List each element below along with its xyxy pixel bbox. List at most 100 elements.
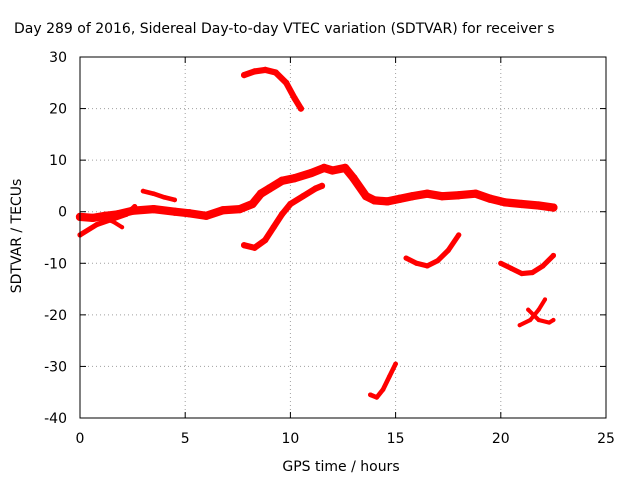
data-point	[241, 72, 248, 79]
data-point	[340, 163, 350, 173]
data-point	[370, 196, 379, 205]
data-point	[111, 219, 116, 225]
data-point	[486, 194, 495, 203]
data-point	[408, 192, 417, 201]
data-point	[185, 209, 194, 218]
data-point	[241, 242, 248, 249]
data-point	[550, 252, 556, 259]
y-tick-label: -30	[44, 359, 67, 375]
data-point	[290, 174, 299, 183]
data-point	[435, 258, 441, 264]
data-point	[383, 197, 392, 206]
data-series	[75, 66, 558, 400]
y-tick-label: -40	[44, 411, 67, 427]
data-point	[498, 260, 504, 266]
data-point	[508, 265, 514, 271]
data-point	[471, 189, 480, 198]
y-tick-label: -20	[44, 308, 67, 324]
data-point	[251, 244, 258, 251]
x-tick-label: 15	[387, 431, 405, 447]
data-point	[132, 204, 138, 210]
data-point	[98, 214, 104, 219]
data-point	[526, 307, 531, 312]
data-point	[414, 260, 420, 266]
series-cross-b	[526, 307, 556, 325]
data-point	[519, 271, 525, 277]
y-tick-label: 30	[49, 50, 67, 66]
data-point	[262, 237, 269, 244]
y-tick-label: 20	[49, 102, 67, 118]
grid-lines	[80, 57, 606, 418]
data-point	[393, 361, 398, 367]
data-point	[540, 263, 546, 269]
data-point	[528, 317, 533, 323]
data-point	[319, 163, 329, 173]
x-tick-label: 0	[76, 431, 85, 447]
plot-frame	[79, 56, 607, 419]
data-point	[551, 317, 556, 323]
data-point	[202, 211, 211, 220]
data-point	[328, 166, 337, 175]
data-point	[547, 320, 552, 325]
x-tick-label: 20	[492, 431, 510, 447]
data-point	[235, 204, 245, 214]
data-point	[265, 184, 274, 193]
data-point	[380, 387, 386, 392]
axis-ticks: 0 5 10 15 20 25 -40 -30 -20 -10 0 10 20 30	[44, 50, 615, 447]
series-small-dip	[86, 214, 125, 230]
data-point	[272, 69, 279, 76]
data-point	[445, 247, 451, 253]
data-point	[423, 189, 432, 198]
data-point	[318, 182, 326, 189]
x-tick-label: 25	[597, 431, 615, 447]
data-point	[291, 95, 298, 102]
data-point	[403, 255, 409, 261]
x-tick-label: 5	[181, 431, 190, 447]
x-axis-label: GPS time / hours	[282, 459, 399, 475]
y-tick-label: -10	[44, 256, 67, 272]
series-upper-arc	[241, 66, 304, 112]
data-point	[149, 204, 158, 214]
data-point	[395, 194, 404, 203]
data-point	[529, 270, 535, 276]
data-point	[262, 66, 269, 73]
data-point	[299, 193, 307, 200]
data-point	[297, 105, 304, 112]
series-hump-3	[140, 188, 178, 203]
data-point	[534, 201, 543, 210]
data-point	[349, 174, 358, 183]
data-point	[437, 192, 447, 201]
data-point	[151, 191, 156, 197]
data-point	[536, 307, 541, 312]
chart-title: Day 289 of 2016, Sidereal Day-to-day VTE…	[14, 21, 555, 37]
data-point	[248, 199, 257, 209]
data-point	[517, 199, 526, 209]
data-point	[256, 189, 266, 198]
y-tick-label: 0	[58, 205, 67, 221]
data-point	[424, 263, 430, 269]
data-point	[172, 197, 178, 203]
data-point	[218, 206, 228, 215]
x-tick-label: 10	[281, 431, 299, 447]
data-point	[374, 395, 380, 400]
data-point	[94, 222, 100, 228]
data-point	[386, 374, 392, 380]
data-point	[517, 323, 522, 328]
data-point	[86, 217, 91, 222]
data-point	[287, 200, 294, 208]
data-point	[277, 176, 287, 185]
series-bowl-16	[403, 232, 462, 269]
data-point	[283, 79, 290, 86]
data-point	[120, 225, 125, 230]
data-point	[549, 203, 558, 212]
data-point	[307, 168, 316, 178]
y-axis-label: SDTVAR / TECUs	[9, 179, 25, 294]
data-point	[140, 188, 146, 194]
data-point	[454, 191, 463, 200]
data-point	[278, 211, 286, 218]
y-tick-label: 10	[49, 153, 67, 169]
data-point	[161, 194, 167, 200]
data-point	[361, 192, 371, 201]
data-point	[542, 297, 548, 302]
